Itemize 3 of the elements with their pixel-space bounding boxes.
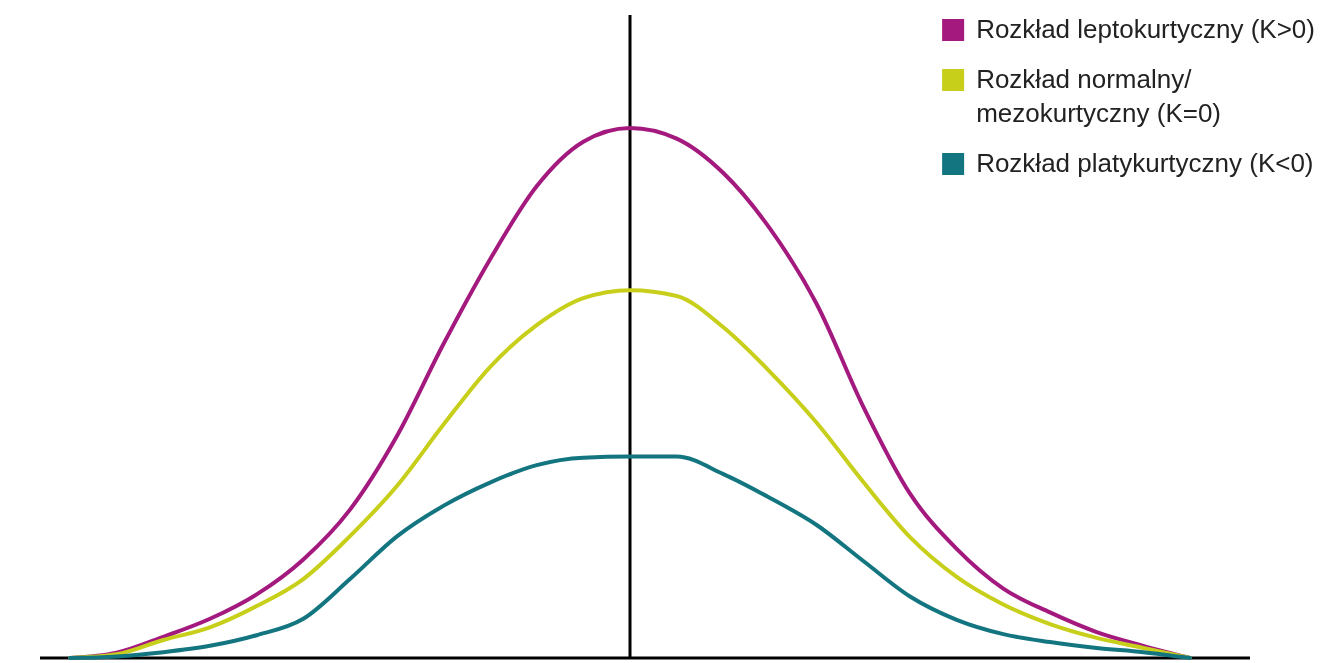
legend-label: Rozkład normalny/mezokurtyczny (K=0) <box>976 64 1222 128</box>
legend-label: Rozkład platykurtyczny (K<0) <box>976 148 1314 178</box>
legend-label: Rozkład leptokurtyczny (K>0) <box>976 14 1315 44</box>
